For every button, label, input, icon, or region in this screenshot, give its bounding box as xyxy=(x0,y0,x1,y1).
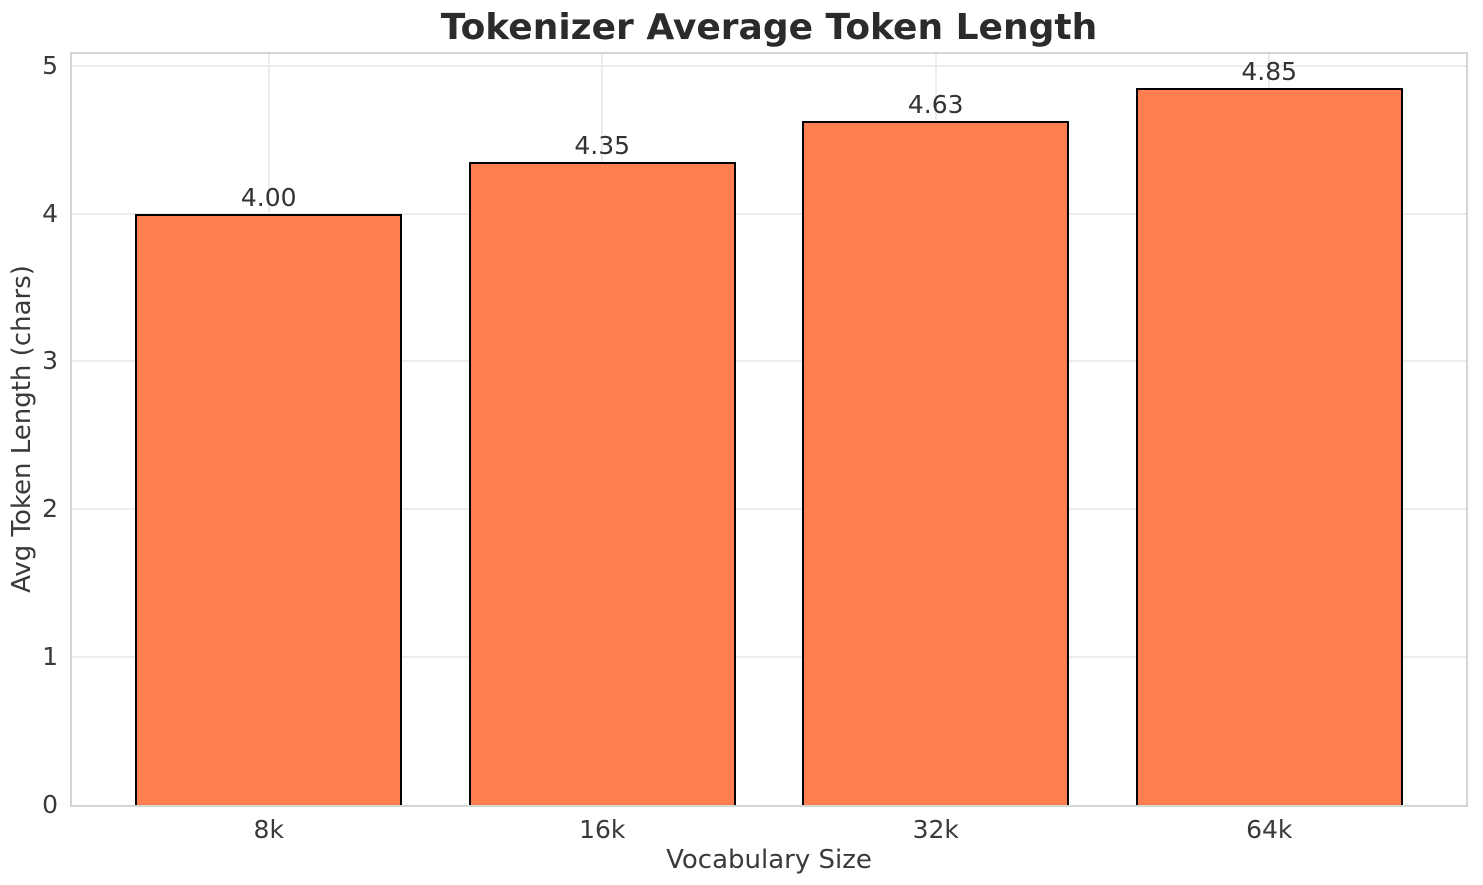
chart-title: Tokenizer Average Token Length xyxy=(440,7,1098,48)
horizontal-gridline xyxy=(72,64,1466,67)
x-axis-label: Vocabulary Size xyxy=(666,845,872,875)
x-tick-label: 8k xyxy=(253,815,284,844)
x-tick-label: 16k xyxy=(579,815,626,844)
bar-value-label: 4.00 xyxy=(240,182,297,212)
y-tick-label: 5 xyxy=(42,50,58,80)
horizontal-gridline xyxy=(72,212,1466,215)
bar-value-label: 4.35 xyxy=(574,130,631,160)
plot-area: 4.00 4.35 4.63 4.85 xyxy=(70,52,1468,807)
y-axis-label-text: Avg Token Length (chars) xyxy=(7,265,37,593)
y-tick-label: 2 xyxy=(42,494,58,524)
bar-16k xyxy=(468,161,736,805)
bar-32k xyxy=(802,120,1070,805)
y-tick-label: 0 xyxy=(42,790,58,819)
x-tick-label: 64k xyxy=(1246,815,1293,844)
horizontal-gridline xyxy=(72,508,1466,511)
bar-64k xyxy=(1135,88,1403,805)
horizontal-gridline xyxy=(72,360,1466,363)
y-tick-label: 3 xyxy=(42,346,58,376)
x-tick-label: 32k xyxy=(912,815,959,844)
bar-value-label: 4.85 xyxy=(1241,57,1298,86)
y-tick-label: 1 xyxy=(42,642,58,672)
y-tick-label: 4 xyxy=(42,198,58,228)
bar-value-label: 4.63 xyxy=(907,89,964,119)
horizontal-gridline xyxy=(72,656,1466,659)
bar-8k xyxy=(135,213,403,805)
